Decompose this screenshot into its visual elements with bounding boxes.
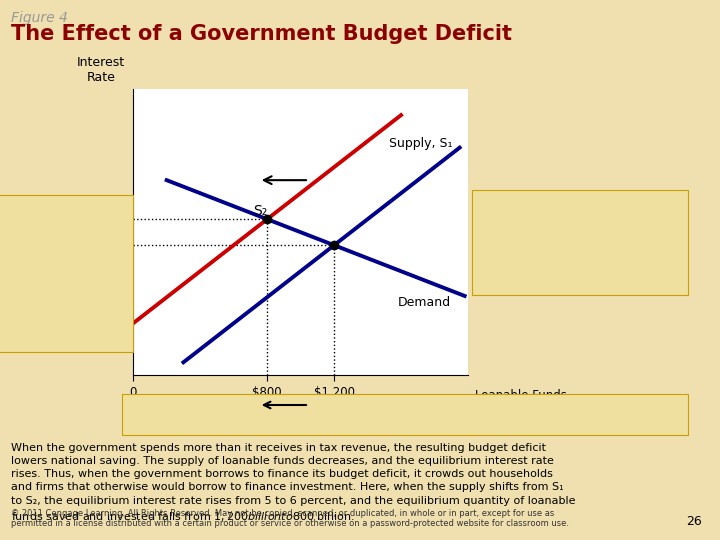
Text: Supply, S₁: Supply, S₁ xyxy=(390,137,453,150)
Text: When the government spends more than it receives in tax revenue, the resulting b: When the government spends more than it … xyxy=(11,443,575,523)
Text: 3. . . . and reduces the equilibrium quantity of loanable funds.: 3. . . . and reduces the equilibrium qua… xyxy=(186,408,624,421)
Text: Interest
Rate: Interest Rate xyxy=(77,56,125,84)
Text: S₂: S₂ xyxy=(253,204,268,218)
Text: 2. . . . which
raises the
equilibrium
interest rate
. . .: 2. . . . which raises the equilibrium in… xyxy=(11,206,84,279)
Text: The Effect of a Government Budget Deficit: The Effect of a Government Budget Defici… xyxy=(11,24,512,44)
Text: Figure 4: Figure 4 xyxy=(11,11,68,25)
Text: 26: 26 xyxy=(686,515,702,528)
Text: © 2011 Cengage Learning. All Rights Reserved. May not be copied, scanned, or dup: © 2011 Cengage Learning. All Rights Rese… xyxy=(11,509,569,528)
Text: Demand: Demand xyxy=(398,296,451,309)
Text: Loanable Funds: Loanable Funds xyxy=(475,389,567,402)
Text: 1. A budget deficit
decreases the supply of
loanable funds . . .: 1. A budget deficit decreases the supply… xyxy=(486,200,627,244)
Text: (in billions of dollars): (in billions of dollars) xyxy=(475,405,599,418)
